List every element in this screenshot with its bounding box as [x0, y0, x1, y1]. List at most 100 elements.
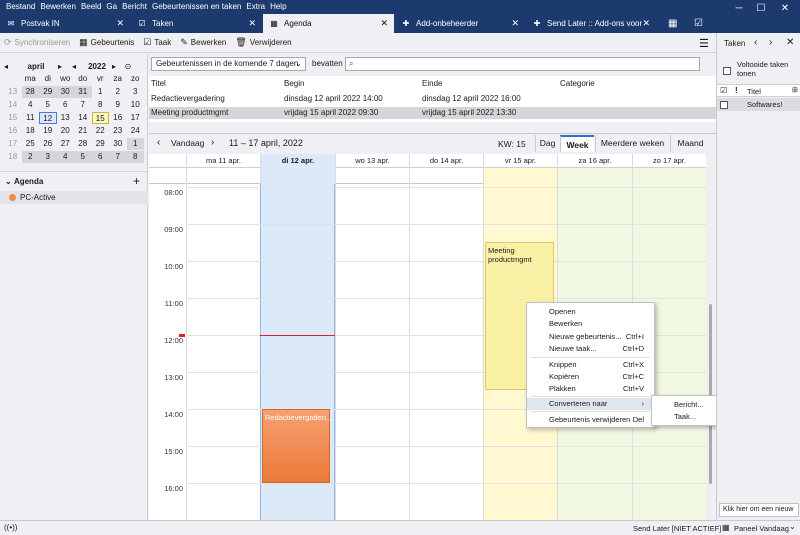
- minical-day[interactable]: 26: [43, 138, 53, 148]
- minical-day[interactable]: 10: [130, 99, 140, 109]
- submenu-item-taak[interactable]: Taak...: [674, 412, 697, 421]
- task-item[interactable]: Softwares!: [717, 98, 800, 111]
- minical-day[interactable]: 14: [78, 112, 88, 122]
- menu-item-openen[interactable]: Openen: [549, 307, 576, 316]
- day-column[interactable]: [409, 184, 483, 520]
- new-task-input[interactable]: Klik hier om een nieuw: [719, 503, 799, 517]
- minical-day[interactable]: 4: [28, 99, 33, 109]
- day-header[interactable]: wo 13 apr.: [335, 154, 409, 168]
- task-checkbox[interactable]: [720, 100, 728, 109]
- close-pane-icon[interactable]: ✕: [786, 37, 795, 48]
- minical-day[interactable]: 15: [91, 111, 109, 124]
- menu-help[interactable]: Help: [270, 2, 287, 11]
- minical-day[interactable]: 24: [130, 125, 140, 135]
- minical-day[interactable]: 7: [80, 99, 85, 109]
- view-day-button[interactable]: Dag: [535, 135, 559, 152]
- menu-item-knippen[interactable]: Knippen Ctrl+X: [549, 360, 644, 369]
- minical-day[interactable]: 18: [25, 125, 35, 135]
- minical-day[interactable]: 30: [56, 85, 74, 98]
- minical-day[interactable]: 7: [109, 150, 127, 163]
- priority-column-icon[interactable]: !: [735, 86, 738, 95]
- tab-agenda[interactable]: ▦ Agenda ✕: [263, 14, 394, 33]
- minical-day[interactable]: 1: [98, 86, 103, 96]
- minical-day[interactable]: 31: [74, 85, 92, 98]
- table-row[interactable]: Meeting productmgmt vrijdag 15 april 202…: [149, 107, 716, 119]
- completed-column-icon[interactable]: ☑: [720, 86, 728, 95]
- grid-scrollbar[interactable]: [706, 154, 716, 520]
- today-button[interactable]: Vandaag: [171, 138, 205, 148]
- day-header[interactable]: vr 15 apr.: [483, 154, 557, 168]
- menu-bericht[interactable]: Bericht: [122, 2, 147, 11]
- tasks-tab-icon[interactable]: ☑: [694, 18, 703, 29]
- tab-send-later[interactable]: ✚ Send Later :: Add-ons voor ✕: [526, 14, 656, 33]
- minical-day[interactable]: 4: [56, 150, 74, 163]
- minical-day[interactable]: 1: [126, 137, 144, 150]
- menu-item-bewerken[interactable]: Bewerken: [549, 319, 583, 328]
- prev-icon[interactable]: ‹: [754, 37, 758, 48]
- minical-day[interactable]: 19: [43, 125, 53, 135]
- minical-day[interactable]: 12: [39, 111, 57, 124]
- minical-day[interactable]: 30: [113, 138, 123, 148]
- today-pane-toggle[interactable]: Paneel Vandaag: [734, 524, 789, 533]
- sendlater-status[interactable]: Send Later [NIET ACTIEF]: [633, 524, 722, 533]
- next-month-icon[interactable]: ▸: [58, 61, 63, 71]
- minical-day[interactable]: 8: [126, 150, 144, 163]
- title-column-header[interactable]: Titel: [747, 87, 761, 96]
- add-calendar-icon[interactable]: +: [133, 174, 141, 188]
- scrollbar-thumb[interactable]: [709, 304, 712, 484]
- splitter[interactable]: [149, 122, 716, 133]
- menu-bestand[interactable]: Bestand: [6, 2, 36, 11]
- minimize-button[interactable]: ─: [735, 3, 743, 14]
- column-header[interactable]: Categorie: [560, 79, 595, 88]
- submenu-item-bericht[interactable]: Bericht...: [674, 400, 704, 409]
- close-window-button[interactable]: ✕: [780, 3, 790, 14]
- view-month-button[interactable]: Maand: [670, 135, 710, 152]
- event-search-input[interactable]: ⌕: [345, 57, 700, 71]
- minical-day[interactable]: 22: [95, 125, 105, 135]
- tab-taken[interactable]: ☑ Taken ✕: [131, 14, 262, 33]
- minical-day[interactable]: 29: [95, 138, 105, 148]
- minical-day[interactable]: 9: [115, 99, 120, 109]
- menu-item-nieuwe-gebeurtenis[interactable]: Nieuwe gebeurtenis... Ctrl+I: [549, 332, 644, 341]
- day-header-today[interactable]: di 12 apr.: [260, 154, 335, 168]
- chevron-down-icon[interactable]: ⌄: [789, 522, 796, 531]
- minical-day[interactable]: 3: [39, 150, 57, 163]
- minical-day[interactable]: 17: [130, 112, 140, 122]
- column-header[interactable]: Einde: [422, 79, 443, 88]
- minical-day[interactable]: 11: [26, 112, 35, 122]
- calendars-header[interactable]: ⌄ Agenda: [5, 177, 44, 186]
- show-completed-checkbox[interactable]: [723, 66, 731, 75]
- close-tab-icon[interactable]: ✕: [511, 18, 519, 28]
- minical-year[interactable]: 2022: [88, 61, 106, 71]
- minical-day[interactable]: 13: [60, 112, 70, 122]
- delete-button[interactable]: 🗑 Verwijderen: [235, 37, 292, 47]
- minical-day[interactable]: 5: [74, 150, 92, 163]
- minical-day[interactable]: 2: [21, 150, 39, 163]
- event-redactievergadering[interactable]: Redactievergaderi...: [262, 409, 332, 483]
- column-picker-icon[interactable]: ⊞: [792, 87, 798, 94]
- minical-day[interactable]: 21: [78, 125, 88, 135]
- close-tab-icon[interactable]: ✕: [116, 18, 124, 28]
- minical-day[interactable]: 28: [21, 85, 39, 98]
- all-day-row[interactable]: [149, 168, 706, 184]
- menu-beeld[interactable]: Beeld: [80, 2, 102, 11]
- menu-extra[interactable]: Extra: [246, 2, 266, 11]
- calendar-item-pc-active[interactable]: PC-Active: [0, 191, 148, 204]
- day-header[interactable]: ma 11 apr.: [186, 154, 260, 168]
- minical-day[interactable]: 6: [63, 99, 68, 109]
- edit-button[interactable]: ✎ Bewerken: [180, 37, 227, 47]
- prev-week-icon[interactable]: ‹: [157, 137, 161, 148]
- new-event-button[interactable]: ▦ Gebeurtenis: [79, 37, 135, 47]
- tab-add-onbeheerder[interactable]: ✚ Add-onbeheerder ✕: [395, 14, 525, 33]
- menu-gebeurtenissen[interactable]: Gebeurtenissen en taken: [151, 2, 242, 11]
- next-icon[interactable]: ›: [769, 37, 773, 48]
- calendar-tab-icon[interactable]: ▦: [668, 18, 678, 29]
- close-tab-icon[interactable]: ✕: [248, 18, 256, 28]
- minical-day[interactable]: 29: [39, 85, 57, 98]
- menu-item-plakken[interactable]: Plakken Ctrl+V: [549, 384, 644, 393]
- menu-item-nieuwe-taak[interactable]: Nieuwe taak... Ctrl+D: [549, 344, 644, 353]
- maximize-button[interactable]: ☐: [756, 3, 766, 14]
- minical-day[interactable]: 25: [25, 138, 35, 148]
- new-task-button[interactable]: ☑ Taak: [143, 37, 172, 47]
- minical-day[interactable]: 16: [113, 112, 123, 122]
